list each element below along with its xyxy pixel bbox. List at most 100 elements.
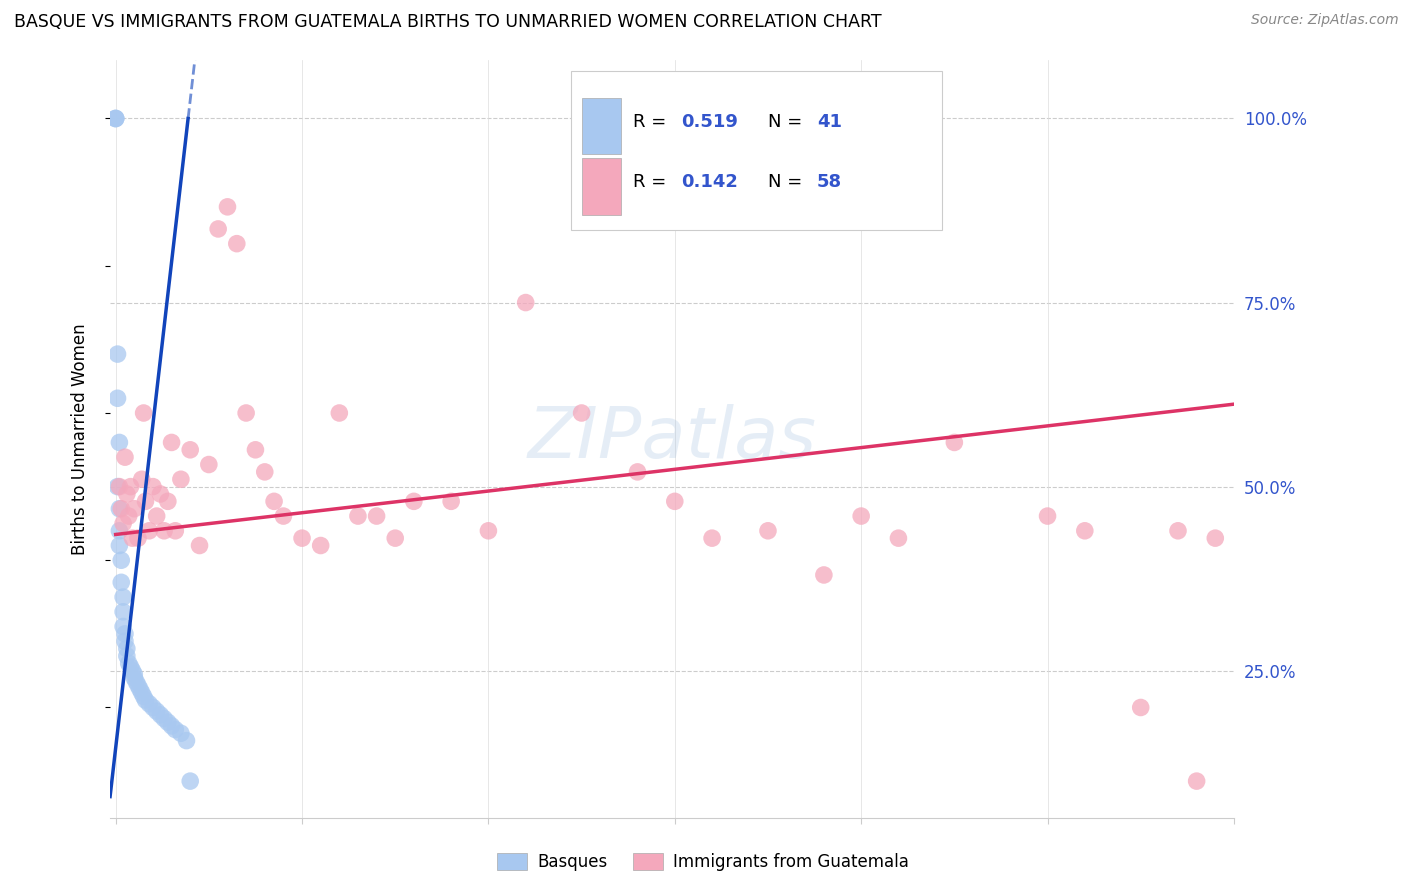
Point	[127, 531, 149, 545]
Point	[114, 450, 136, 465]
Point	[112, 590, 135, 604]
Point	[131, 472, 153, 486]
Text: 58: 58	[817, 173, 842, 192]
Point	[1185, 774, 1208, 789]
Point	[108, 435, 131, 450]
Point	[571, 406, 593, 420]
Point	[115, 648, 138, 663]
Point	[138, 524, 160, 538]
Point	[120, 480, 142, 494]
Point	[309, 539, 332, 553]
Point	[515, 295, 537, 310]
Point	[138, 697, 160, 711]
Point	[253, 465, 276, 479]
Point	[110, 553, 132, 567]
Point	[943, 435, 966, 450]
Legend: Basques, Immigrants from Guatemala: Basques, Immigrants from Guatemala	[489, 845, 917, 880]
Point	[110, 501, 132, 516]
Point	[114, 634, 136, 648]
Point	[131, 686, 153, 700]
Point	[156, 715, 179, 730]
Point	[110, 575, 132, 590]
Point	[179, 442, 201, 457]
Point	[700, 531, 723, 545]
Text: N =: N =	[768, 173, 807, 192]
Point	[107, 480, 129, 494]
Point	[165, 723, 187, 737]
Point	[1167, 524, 1189, 538]
Point	[1204, 531, 1226, 545]
Point	[118, 657, 141, 671]
FancyBboxPatch shape	[571, 71, 942, 230]
Point	[108, 524, 131, 538]
Point	[125, 674, 148, 689]
Point	[134, 494, 156, 508]
Point	[176, 733, 198, 747]
Point	[1129, 700, 1152, 714]
Point	[120, 660, 142, 674]
Point	[170, 726, 193, 740]
Point	[347, 509, 370, 524]
Text: R =: R =	[633, 173, 672, 192]
Point	[104, 112, 127, 126]
Point	[107, 347, 129, 361]
Point	[440, 494, 463, 508]
Text: R =: R =	[633, 112, 672, 131]
Point	[114, 627, 136, 641]
Point	[112, 605, 135, 619]
Text: 41: 41	[817, 112, 842, 131]
Point	[104, 112, 127, 126]
Point	[160, 719, 183, 733]
Point	[121, 664, 143, 678]
Point	[198, 458, 221, 472]
Point	[134, 693, 156, 707]
Point	[179, 774, 201, 789]
Point	[124, 671, 146, 685]
Point	[626, 465, 648, 479]
Point	[142, 480, 165, 494]
Point	[188, 539, 211, 553]
Point	[887, 531, 910, 545]
Point	[132, 690, 155, 704]
Point	[142, 700, 165, 714]
Point	[384, 531, 406, 545]
Point	[145, 509, 167, 524]
Text: N =: N =	[768, 112, 807, 131]
Point	[108, 480, 131, 494]
Point	[225, 236, 247, 251]
Point	[124, 501, 146, 516]
Point	[132, 406, 155, 420]
Point	[112, 619, 135, 633]
Point	[1036, 509, 1059, 524]
Point	[263, 494, 285, 508]
Point	[273, 509, 295, 524]
Point	[128, 682, 150, 697]
Text: Source: ZipAtlas.com: Source: ZipAtlas.com	[1251, 13, 1399, 28]
Point	[112, 516, 135, 531]
Text: BASQUE VS IMMIGRANTS FROM GUATEMALA BIRTHS TO UNMARRIED WOMEN CORRELATION CHART: BASQUE VS IMMIGRANTS FROM GUATEMALA BIRT…	[14, 13, 882, 31]
Point	[813, 568, 835, 582]
Point	[104, 112, 127, 126]
Point	[115, 641, 138, 656]
Point	[118, 509, 141, 524]
Text: 0.519: 0.519	[681, 112, 738, 131]
Point	[149, 487, 172, 501]
Text: ZIPatlas: ZIPatlas	[527, 404, 817, 474]
Point	[207, 222, 229, 236]
Point	[107, 391, 129, 405]
FancyBboxPatch shape	[582, 158, 621, 215]
Point	[121, 531, 143, 545]
Point	[115, 487, 138, 501]
Point	[1074, 524, 1097, 538]
Point	[108, 501, 131, 516]
Text: 0.142: 0.142	[681, 173, 738, 192]
Point	[153, 712, 176, 726]
Point	[145, 704, 167, 718]
Point	[108, 539, 131, 553]
Point	[402, 494, 425, 508]
FancyBboxPatch shape	[582, 97, 621, 154]
Point	[328, 406, 350, 420]
Point	[217, 200, 239, 214]
Point	[291, 531, 314, 545]
Point	[156, 494, 179, 508]
